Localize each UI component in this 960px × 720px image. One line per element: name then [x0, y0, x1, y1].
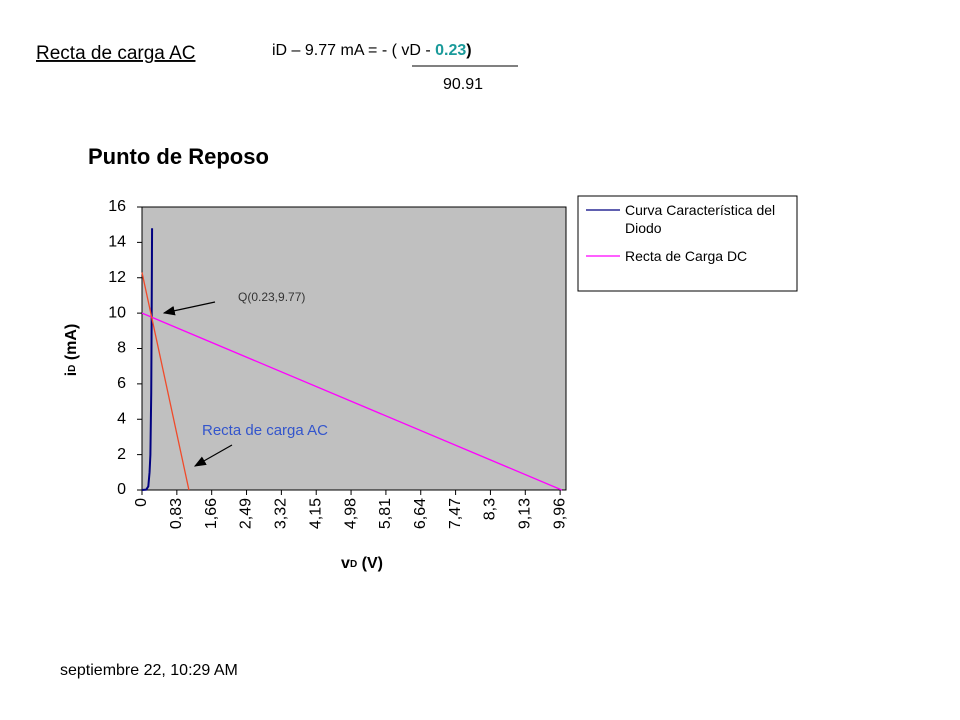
legend-label: Curva Característica del Diodo	[625, 202, 776, 236]
y-tick-label: 0	[117, 481, 126, 498]
x-axis-label-unit: (V)	[357, 555, 383, 572]
legend-label: Recta de Carga DC	[625, 248, 748, 264]
x-axis-label-main: v	[341, 555, 350, 572]
y-tick-label: 4	[117, 410, 126, 427]
x-tick-label: 4,98	[342, 498, 359, 529]
y-tick-label: 2	[117, 446, 126, 463]
y-tick-label: 8	[117, 340, 126, 357]
x-tick-label: 9,96	[551, 498, 568, 529]
y-tick-label: 16	[108, 198, 126, 215]
annotation: Q(0.23,9.77)	[238, 290, 305, 304]
equation-left: iD – 9.77 mA = - ( vD -	[272, 42, 435, 59]
y-tick-label: 10	[108, 304, 126, 321]
annotation-arrow	[193, 444, 233, 467]
equation-denominator: 90.91	[443, 76, 483, 93]
equation: iD – 9.77 mA = - ( vD - 0.23)	[272, 42, 472, 59]
x-tick-label: 8,3	[482, 498, 499, 520]
x-axis-label: vD (V)	[341, 555, 383, 572]
series-line	[141, 228, 154, 491]
plot-area	[141, 206, 567, 491]
x-tick-label: 2,49	[238, 498, 255, 529]
series-line	[141, 272, 190, 491]
equation-highlight: 0.23	[435, 42, 466, 59]
x-tick-label: 0,83	[168, 498, 185, 529]
y-axis-label: iD (mA)	[63, 324, 80, 377]
x-tick-label: 9,13	[516, 498, 533, 529]
y-axis-label-unit: (mA)	[63, 324, 80, 365]
series-line	[141, 312, 563, 491]
annotation-arrow	[162, 301, 216, 316]
legend-box	[577, 195, 798, 292]
x-tick-label: 3,32	[273, 498, 290, 529]
y-tick-label: 12	[108, 269, 126, 286]
y-axis-label-main: i	[63, 372, 80, 376]
x-tick-label: 1,66	[203, 498, 220, 529]
annotation: Recta de carga AC	[202, 422, 328, 439]
x-tick-label: 0	[133, 498, 150, 507]
y-axis-label-sub: D	[67, 365, 78, 372]
chart-title: Punto de Reposo	[88, 144, 269, 169]
x-tick-label: 7,47	[447, 498, 464, 529]
y-tick-label: 6	[117, 375, 126, 392]
y-tick-label: 14	[108, 234, 126, 251]
x-tick-label: 5,81	[377, 498, 394, 529]
slide-title: Recta de carga AC	[36, 43, 195, 64]
equation-close: )	[466, 42, 471, 59]
footer: septiembre 22, 10:29 AM	[60, 662, 238, 679]
x-tick-label: 6,64	[412, 498, 429, 529]
x-axis-label-sub: D	[350, 559, 357, 570]
x-tick-label: 4,15	[307, 498, 324, 529]
